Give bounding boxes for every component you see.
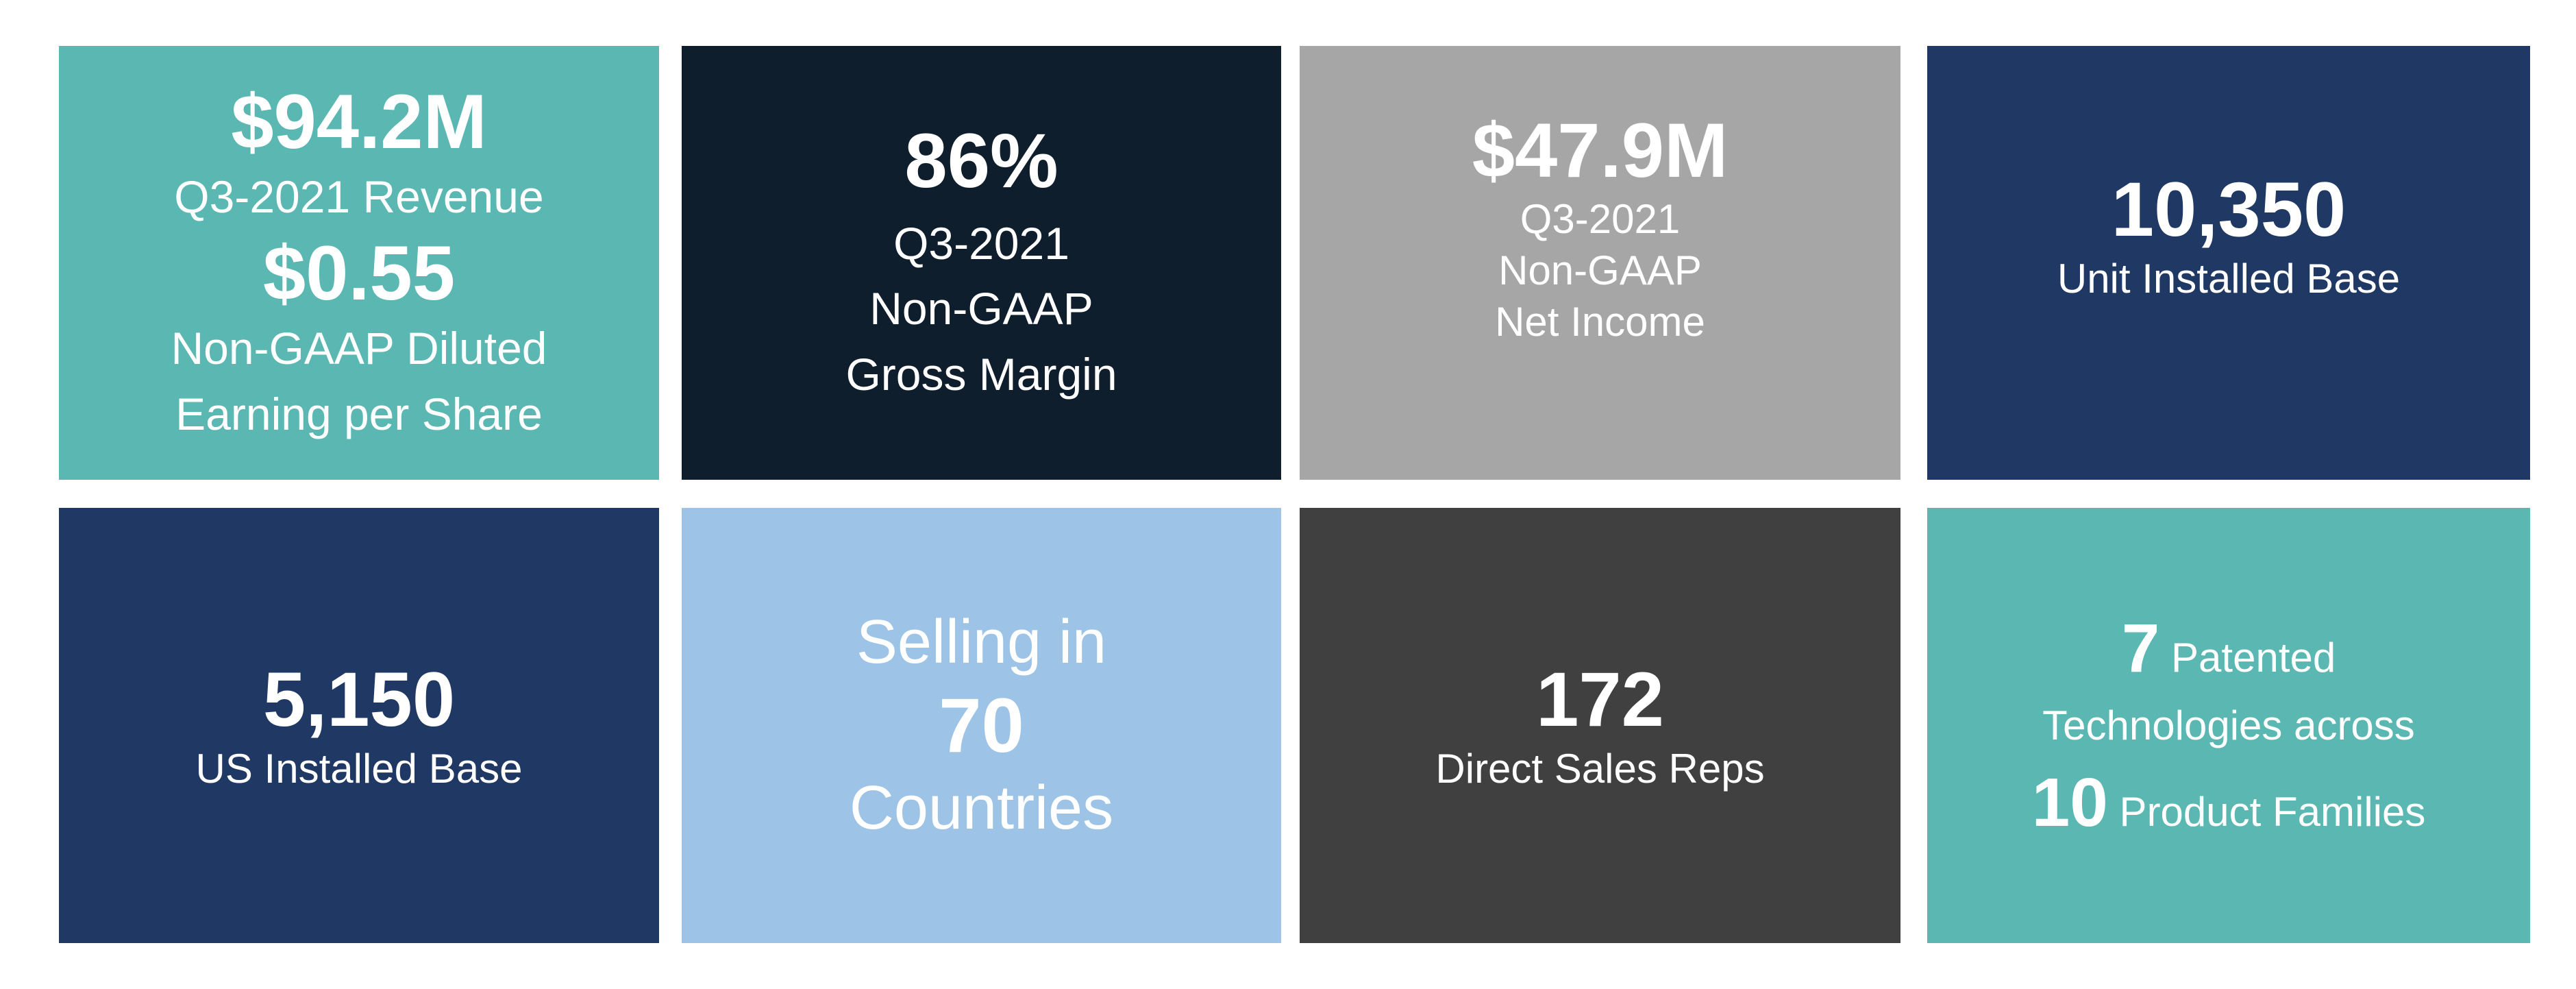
metric-label: Gross Margin <box>845 349 1117 400</box>
countries-tile: Selling in 70 Countries <box>682 508 1281 943</box>
us-base-tile: 5,150 US Installed Base <box>59 508 659 943</box>
metric-value: 172 <box>1536 657 1664 743</box>
net-income-tile: $47.9M Q3-2021 Non-GAAP Net Income <box>1300 46 1900 480</box>
metric-value: 7 <box>2121 610 2160 687</box>
metric-line: 10 Product Families <box>2032 751 2426 854</box>
sales-reps-tile: 172 Direct Sales Reps <box>1300 508 1900 943</box>
installed-base-tile: 10,350 Unit Installed Base <box>1927 46 2530 480</box>
metric-label: Q3-2021 <box>893 217 1069 269</box>
metric-label: Earning per Share <box>175 388 543 439</box>
metric-value: 5,150 <box>262 657 456 743</box>
metric-value: 86% <box>904 118 1058 204</box>
metric-value: 70 <box>939 682 1024 768</box>
metric-label: Selling in <box>856 607 1107 676</box>
metric-value: $47.9M <box>1472 108 1729 193</box>
metric-value: 10 <box>2031 764 2108 841</box>
margin-tile: 86% Q3-2021 Non-GAAP Gross Margin <box>682 46 1281 480</box>
metric-line: 7 Patented <box>2122 597 2336 700</box>
metric-value: $94.2M <box>231 78 487 164</box>
metric-label: Unit Installed Base <box>2057 255 2401 302</box>
metric-label: Product Families <box>2119 789 2426 835</box>
technologies-tile: 7 Patented Technologies across 10 Produc… <box>1927 508 2530 943</box>
metric-label: Direct Sales Reps <box>1435 745 1765 792</box>
metric-label: Q3-2021 <box>1520 196 1681 243</box>
metric-label: Non-GAAP <box>869 283 1093 334</box>
metric-value: 10,350 <box>2111 167 2346 253</box>
metric-label: Non-GAAP <box>1498 247 1702 294</box>
metric-label: Technologies across <box>2042 703 2415 748</box>
metric-label: Net Income <box>1495 299 1705 345</box>
metric-label: Non-GAAP Diluted <box>171 323 547 374</box>
metric-label: US Installed Base <box>195 745 523 792</box>
metric-value: $0.55 <box>262 230 456 316</box>
metric-label: Patented <box>2171 635 2336 681</box>
revenue-tile: $94.2M Q3-2021 Revenue $0.55 Non-GAAP Di… <box>59 46 659 480</box>
metric-label: Countries <box>849 774 1114 843</box>
metric-label: Q3-2021 Revenue <box>174 171 544 222</box>
